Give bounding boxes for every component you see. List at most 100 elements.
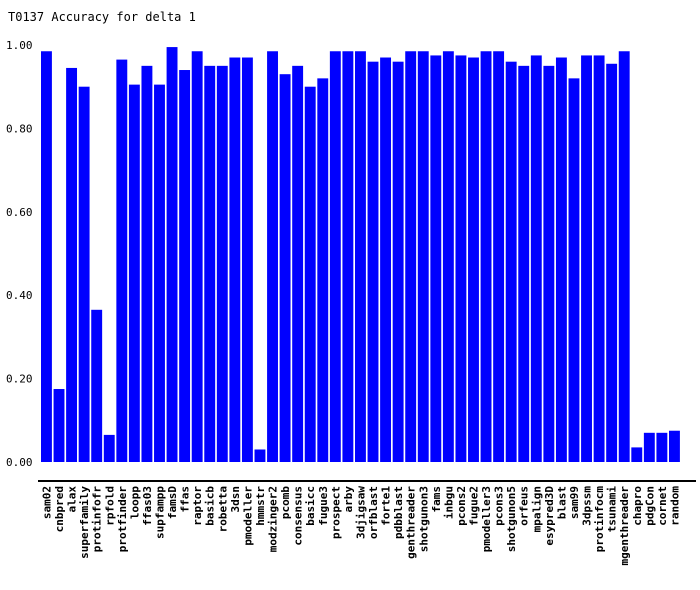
bar-random — [669, 430, 680, 462]
x-tick-label: inbgu — [442, 486, 455, 519]
bar-fugue3 — [317, 78, 329, 463]
x-tick-label: tsunami — [606, 486, 619, 533]
x-tick-label: ffas03 — [141, 486, 154, 526]
x-axis-labels: sam02 cnbpred alax superfamily protinfofr rpf… — [40, 486, 681, 566]
x-tick-label: forte1 — [380, 486, 393, 526]
x-tick-label: pdgCon — [643, 486, 656, 526]
y-tick-label: 0.80 — [6, 122, 33, 135]
y-axis-ticks: 0.00 0.20 0.40 0.60 0.80 1.00 — [6, 39, 33, 469]
bar-famsD — [166, 47, 178, 462]
x-tick-label: blast — [555, 486, 568, 519]
x-tick-label: raptor — [191, 486, 204, 526]
bar-chapro — [631, 447, 643, 462]
x-tick-label: sam99 — [568, 486, 581, 519]
x-tick-label: pmodeller3 — [480, 486, 493, 552]
bar-shotgunon3 — [417, 51, 429, 462]
bar-inbgu — [442, 51, 454, 462]
x-tick-label: 3dpssm — [581, 486, 594, 526]
bar-forte1 — [380, 57, 392, 462]
bar-loopp — [128, 84, 140, 463]
bar-prospect — [329, 51, 341, 462]
bar-blast — [555, 57, 567, 462]
x-tick-label: robetta — [216, 486, 229, 532]
bar-cornet — [656, 432, 668, 462]
bar-ffas03 — [141, 65, 153, 462]
x-tick-label: modzinger2 — [267, 486, 280, 552]
x-tick-label: alax — [66, 486, 79, 513]
x-tick-label: superfamily — [78, 486, 91, 559]
x-tick-label: fams — [430, 486, 443, 513]
x-tick-label: rpfold — [103, 486, 116, 526]
bar-basicc — [304, 86, 316, 462]
bar-mgenthreader — [618, 51, 630, 462]
x-tick-label: famsD — [166, 486, 179, 519]
x-tick-label: mpalign — [530, 486, 543, 532]
y-tick-label: 0.60 — [6, 206, 33, 219]
y-tick-label: 1.00 — [6, 39, 33, 52]
x-tick-label: prospect — [329, 486, 342, 539]
bar-alax — [66, 67, 78, 462]
y-tick-label: 0.20 — [6, 373, 33, 386]
x-tick-label: mgenthreader — [618, 486, 631, 566]
x-tick-label: basicb — [204, 486, 217, 526]
bar-sam02 — [41, 51, 52, 462]
x-tick-label: random — [668, 486, 681, 526]
bar-orfblast — [367, 61, 379, 463]
bar-pcons2 — [455, 55, 467, 463]
bar-ffas — [179, 70, 191, 463]
bar-pdbblast — [392, 61, 404, 463]
x-tick-label: 3dsn — [229, 486, 242, 513]
bar-tsunami — [606, 63, 618, 463]
bar-mpalign — [530, 55, 542, 463]
x-tick-label: arby — [342, 486, 355, 513]
x-tick-label: hmmstr — [254, 486, 267, 526]
x-tick-label: shotgunon5 — [505, 486, 518, 552]
bar-basicb — [204, 65, 216, 462]
x-tick-label: orfblast — [367, 486, 380, 539]
bar-esypred3D — [543, 65, 555, 462]
x-tick-label: supfampp — [153, 486, 166, 539]
bar-pdgCon — [643, 432, 655, 462]
bar-hmmstr — [254, 449, 266, 462]
x-tick-label: esypred3D — [543, 486, 556, 546]
x-tick-label: pcons3 — [493, 486, 506, 526]
bar-rpfold — [103, 434, 115, 462]
bar-3djigsaw — [355, 51, 366, 462]
bar-robetta — [216, 65, 228, 462]
x-tick-label: chapro — [631, 486, 644, 526]
x-tick-label: loopp — [128, 486, 141, 519]
x-tick-label: sam02 — [40, 486, 53, 519]
bar-3dsn — [229, 57, 241, 462]
x-tick-label: pcons2 — [455, 486, 468, 526]
bar-sam99 — [568, 78, 580, 463]
chart-title: T0137 Accuracy for delta 1 — [8, 10, 196, 24]
x-tick-label: protinfocm — [593, 486, 606, 553]
x-tick-label: pcomb — [279, 486, 292, 519]
bar-fams — [430, 55, 442, 463]
x-tick-label: genthreader — [405, 486, 418, 559]
bar-orfeus — [518, 65, 530, 462]
bar-protinfocm — [593, 55, 605, 463]
y-tick-label: 0.40 — [6, 289, 33, 302]
bar-protfinder — [116, 59, 128, 462]
x-tick-label: protfinder — [116, 486, 129, 553]
x-tick-label: shotgunon3 — [417, 486, 430, 552]
bar-pmodeller3 — [480, 51, 492, 462]
x-tick-label: consensus — [292, 486, 305, 546]
bar-3dpssm — [581, 55, 592, 463]
bar-supfampp — [154, 84, 165, 463]
bar-fugue2 — [468, 57, 479, 462]
bar-consensus — [292, 65, 304, 462]
bar-arby — [342, 51, 354, 462]
x-tick-label: pmodeller — [241, 486, 254, 546]
bar-pcons3 — [493, 51, 505, 462]
x-tick-label: protinfofr — [91, 486, 104, 553]
x-tick-label: cnbpred — [53, 486, 66, 532]
bar-shotgunon5 — [505, 61, 517, 463]
x-tick-label: fugue3 — [317, 486, 330, 526]
x-tick-label: 3djigsaw — [354, 486, 367, 539]
x-tick-label: cornet — [656, 486, 669, 526]
bar-raptor — [191, 51, 203, 462]
bar-pmodeller — [241, 57, 253, 462]
